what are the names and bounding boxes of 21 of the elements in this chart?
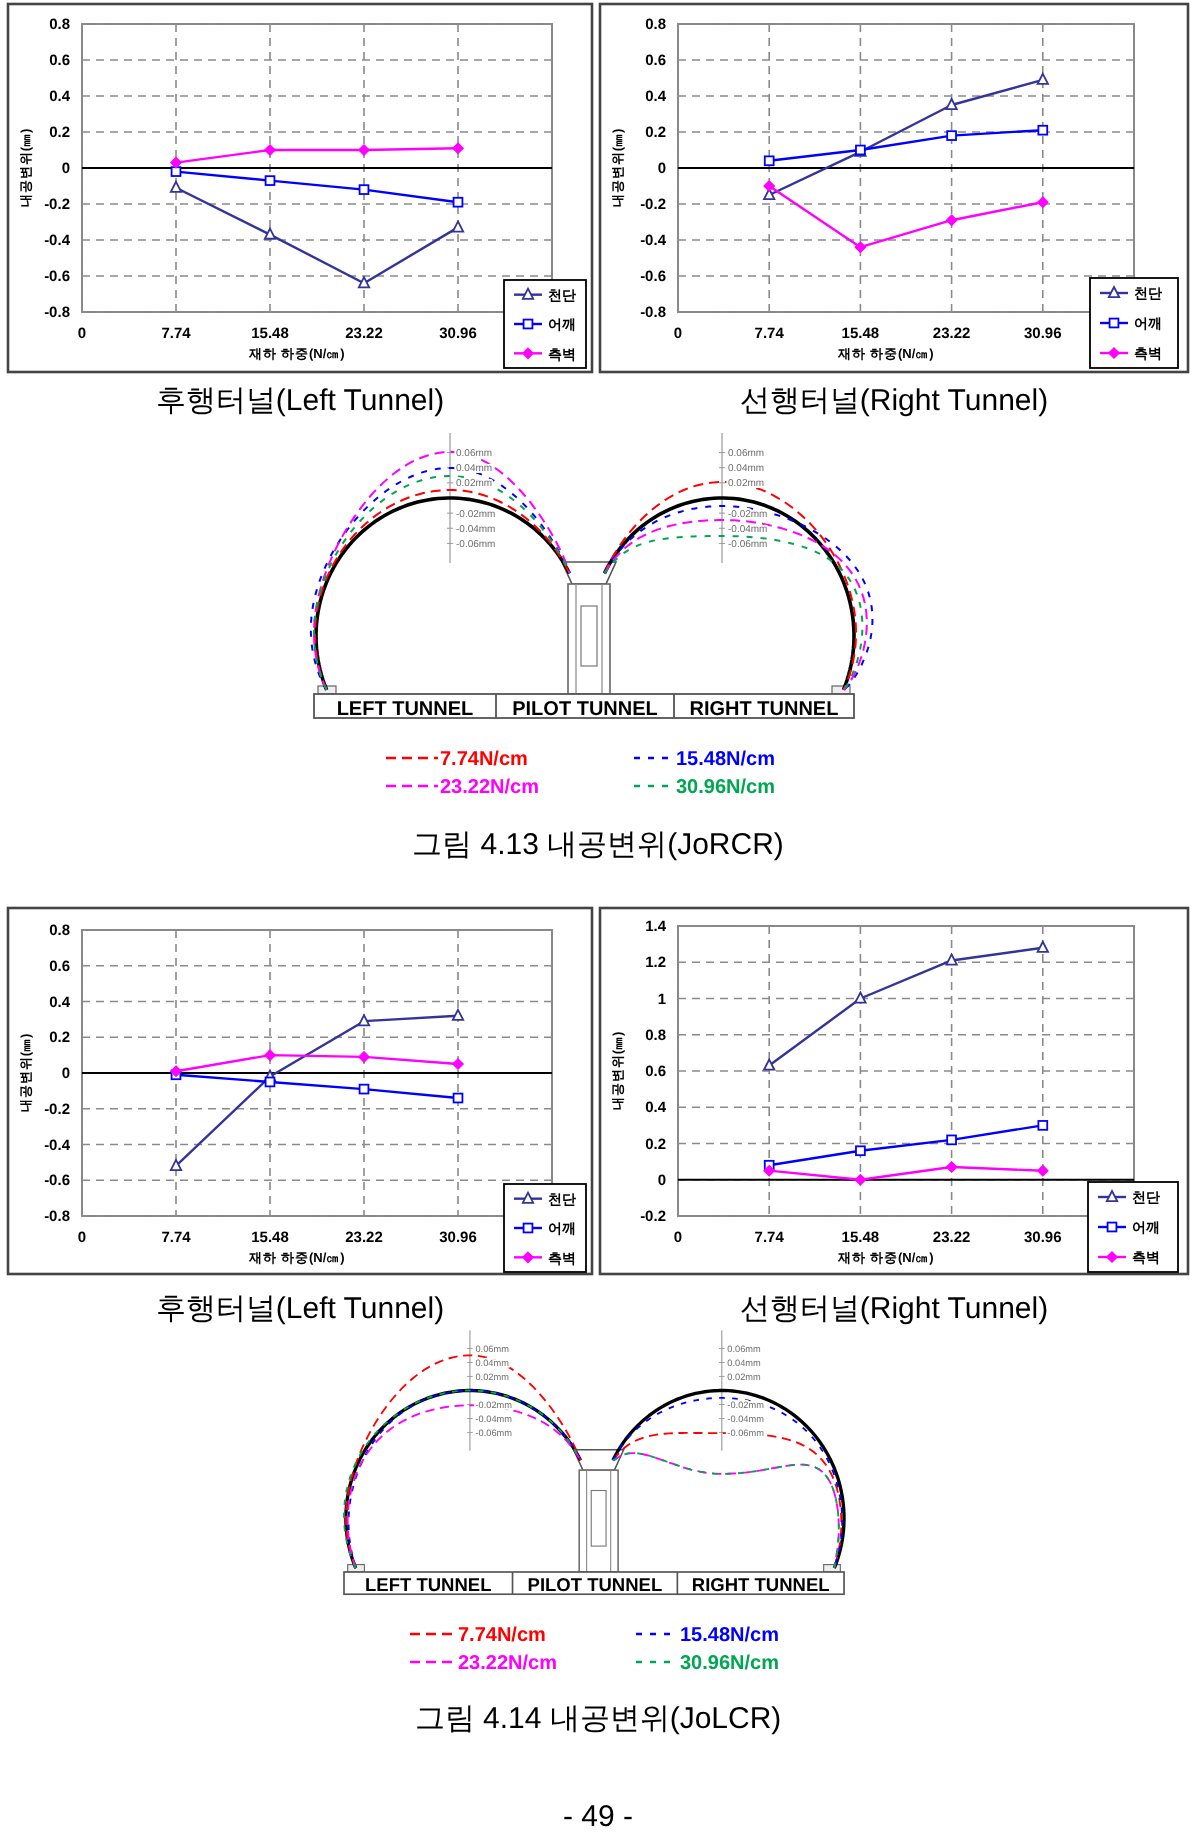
- text: 후행터널(Left Tunnel): [155, 1292, 445, 1326]
- text: RIGHT TUNNEL: [691, 1575, 831, 1596]
- text: 7.74N/cm: [440, 749, 529, 772]
- text: 15.48N/cm: [680, 1625, 780, 1648]
- text: 후행터널(Left Tunnel): [155, 384, 445, 418]
- text: 선행터널(Right Tunnel): [739, 1292, 1049, 1326]
- text: PILOT TUNNEL: [512, 698, 658, 721]
- text: 30.96N/cm: [680, 1653, 780, 1676]
- caption: 그림 4.14 내공변위(JoLCR): [414, 1702, 782, 1736]
- text: - 49 -: [562, 1800, 634, 1834]
- text: 선행터널(Right Tunnel): [739, 384, 1049, 418]
- text: PILOT TUNNEL: [527, 1575, 663, 1596]
- text: 7.74N/cm: [458, 1625, 547, 1648]
- text: 15.48N/cm: [676, 749, 776, 772]
- text: RIGHT TUNNEL: [689, 698, 839, 721]
- text: LEFT TUNNEL: [336, 698, 474, 721]
- caption: 그림 4.13 내공변위(JoRCR): [412, 828, 784, 862]
- text: 23.22N/cm: [440, 777, 540, 800]
- text: 23.22N/cm: [458, 1653, 558, 1676]
- text: LEFT TUNNEL: [365, 1575, 493, 1596]
- text: 30.96N/cm: [676, 777, 776, 800]
